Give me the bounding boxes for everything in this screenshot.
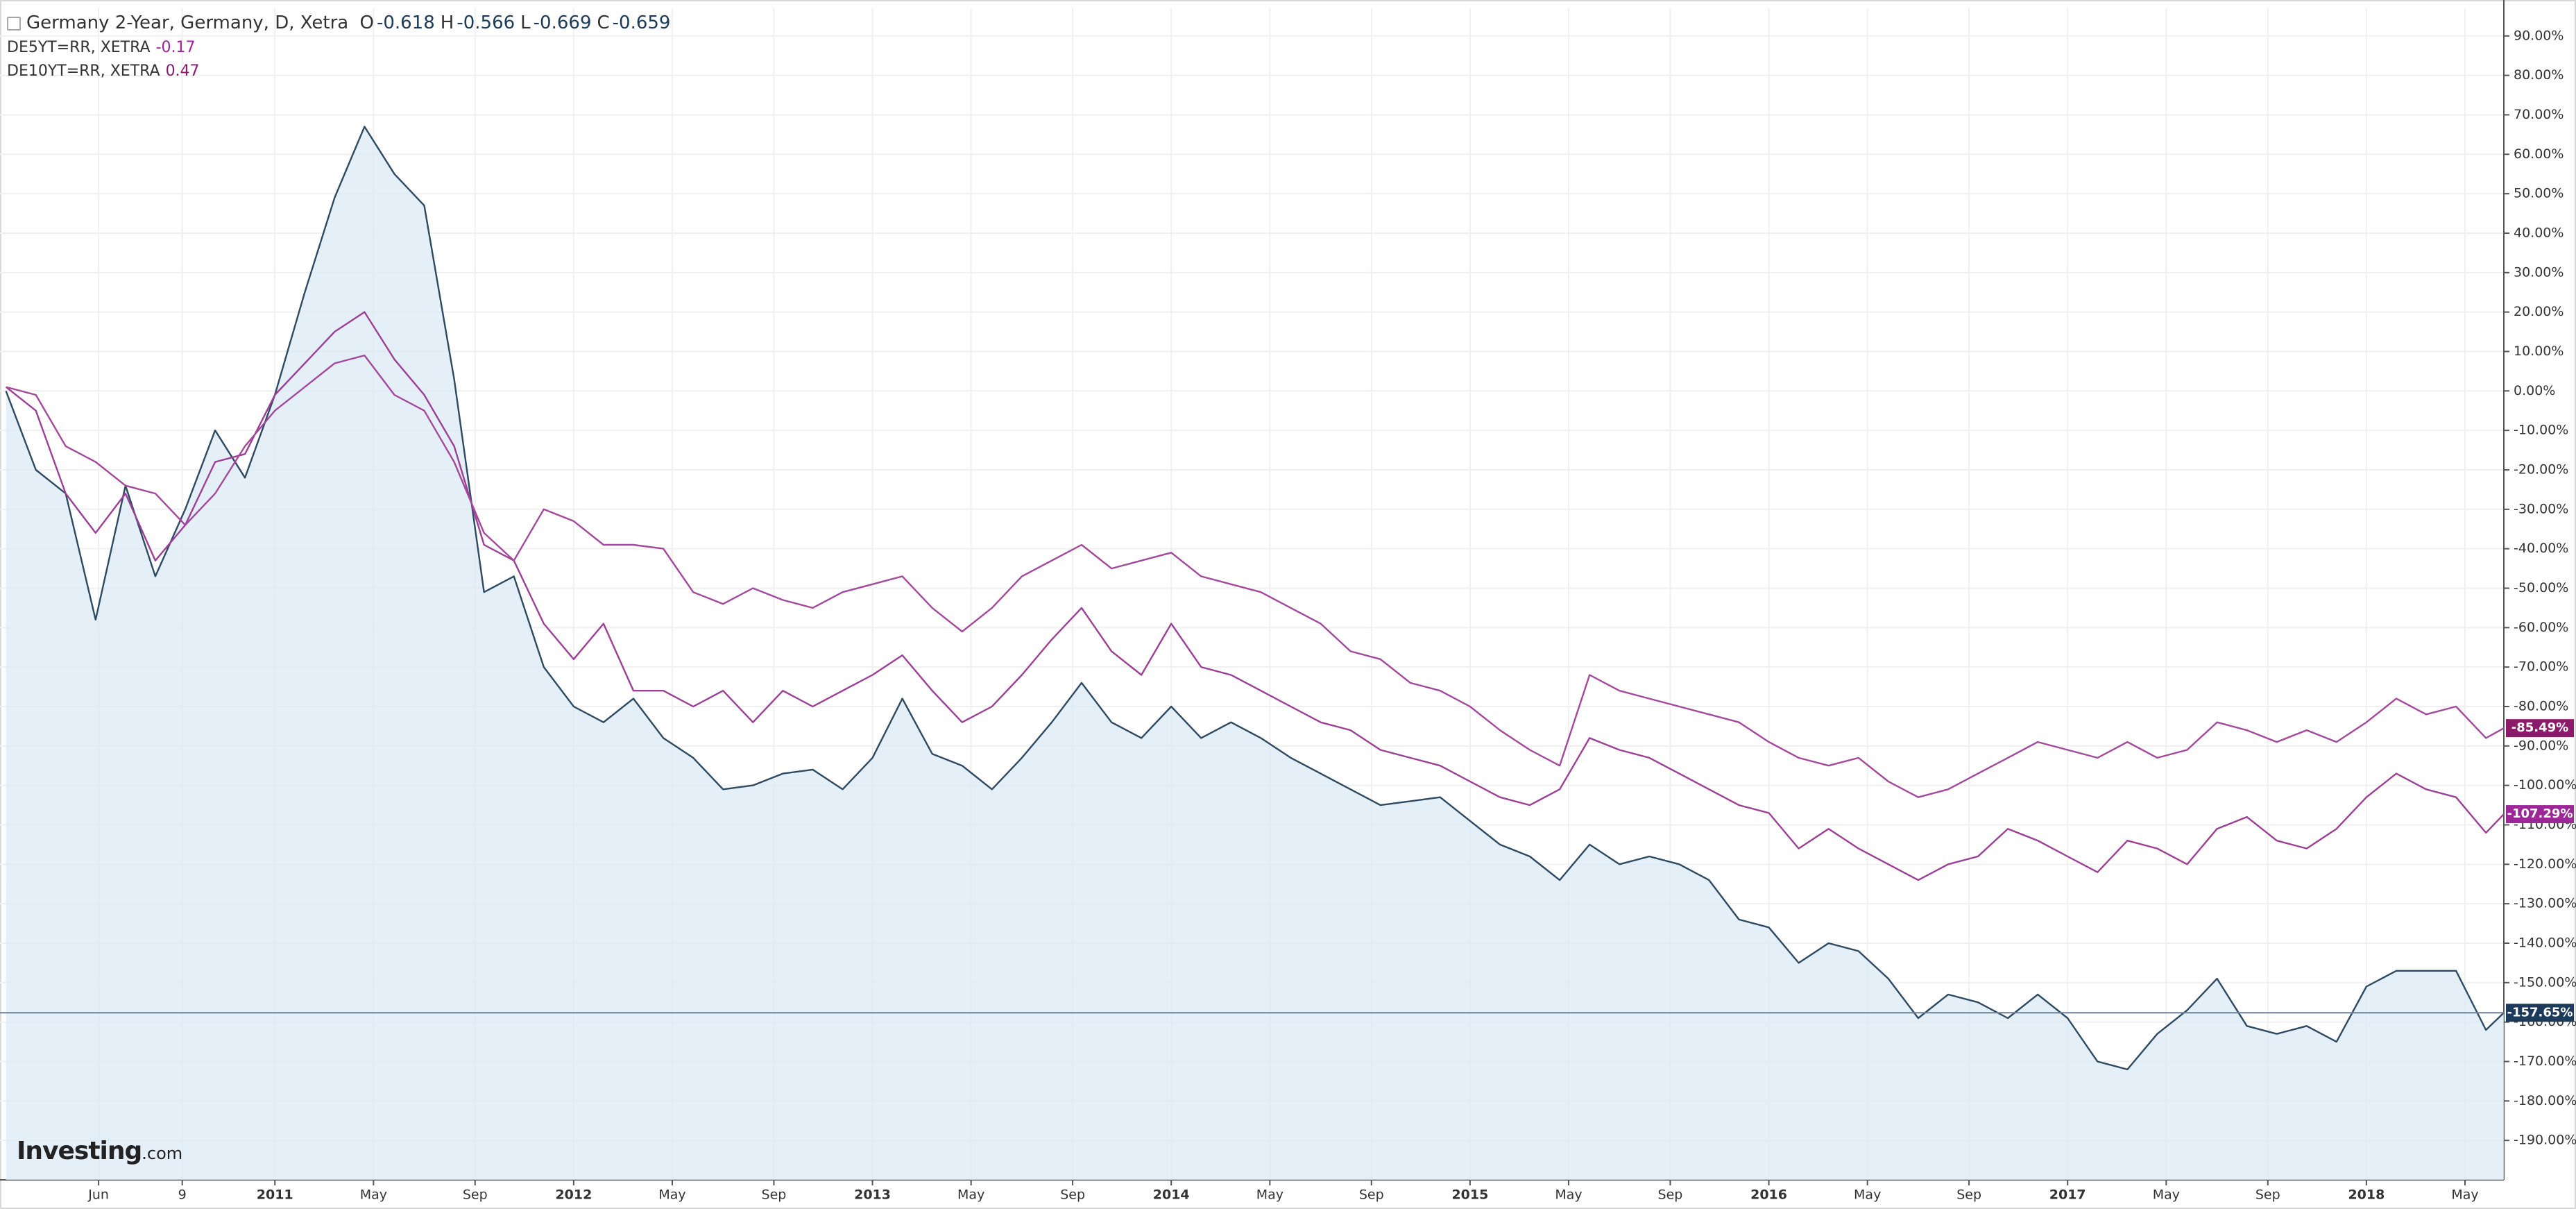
y-tick-label: -130.00% [2514,896,2576,911]
y-tick-label: 10.00% [2514,344,2564,359]
y-tick-label: 40.00% [2514,225,2564,240]
series-line [5,311,2505,881]
x-tick-label: May [957,1187,984,1203]
collapse-icon[interactable] [7,16,21,31]
x-tick-label: 2017 [2049,1187,2086,1203]
ohlc-value: -0.669 [533,12,592,33]
x-tick-label: 9 [178,1187,187,1203]
x-tick-label: 2012 [555,1187,592,1203]
ohlc-key: H [440,12,454,33]
x-tick-label: Sep [1956,1187,1981,1203]
y-tick-label: -170.00% [2514,1054,2576,1069]
last-value-tag [2506,1004,2574,1022]
x-tick-label: Sep [1359,1187,1384,1203]
ohlc-value: -0.618 [376,12,435,33]
series-name: Germany 2-Year, Germany, D, Xetra [26,12,349,33]
series-line [6,354,2505,798]
ohlc-value: -0.566 [457,12,515,33]
x-tick-label: Sep [1060,1187,1085,1203]
series-quote: -0.17 [155,39,196,56]
x-tick-label: May [2451,1187,2478,1203]
x-tick-label: May [1854,1187,1881,1203]
x-tick-label: May [1555,1187,1582,1203]
y-tick-label: -40.00% [2514,541,2568,556]
x-tick-label: May [2153,1187,2180,1203]
logo-brand: Investing [17,1137,142,1165]
y-tick-label: 90.00% [2514,28,2564,43]
logo: Investing.com [17,1137,182,1165]
x-tick-label: May [658,1187,685,1203]
last-value-label: -85.49% [2511,720,2568,735]
ohlc-key: L [520,12,531,33]
x-tick-label: Sep [1658,1187,1683,1203]
x-tick-label: Sep [762,1187,787,1203]
y-tick-label: -20.00% [2514,462,2568,477]
last-value-tag [2506,719,2574,738]
x-tick-label: 2015 [1451,1187,1488,1203]
y-tick-label: -100.00% [2514,777,2576,793]
series-line [5,126,2505,1071]
y-tick-label: -190.00% [2514,1133,2576,1148]
y-tick-label: -150.00% [2514,974,2576,990]
y-tick-label: 70.00% [2514,107,2564,122]
legend-row: Germany 2-Year, Germany, D, Xetra O -0.61… [7,12,681,33]
x-tick-label: Sep [463,1187,488,1203]
x-tick-label: 2014 [1153,1187,1190,1203]
y-tick-label: -10.00% [2514,423,2568,438]
y-tick-label: -30.00% [2514,501,2568,516]
x-tick-label: 2013 [854,1187,891,1203]
ohlc-key: O [359,12,374,33]
y-tick-label: 50.00% [2514,186,2564,201]
y-tick-label: 60.00% [2514,146,2564,162]
last-value-label: -107.29% [2507,806,2573,821]
y-tick-label: -120.00% [2514,856,2576,872]
y-tick-label: -50.00% [2514,580,2568,595]
ohlc-value: -0.659 [612,12,671,33]
last-value-label: -157.65% [2507,1005,2573,1020]
area [6,126,2504,1180]
x-tick-label: Sep [2255,1187,2280,1203]
y-tick-label: -80.00% [2514,698,2568,713]
ohlc-key: C [597,12,610,33]
logo-suffix: .com [142,1144,183,1163]
x-tick-label: 2016 [1750,1187,1787,1203]
series-quote: 0.47 [165,62,200,80]
y-tick-label: -90.00% [2514,738,2568,753]
y-tick-label: 80.00% [2514,67,2564,83]
ohlc: O -0.618 H -0.566 L -0.669 C -0.659 [359,12,676,33]
x-tick-label: May [1256,1187,1283,1203]
series-name: DE5YT=RR, XETRA [7,39,151,56]
y-tick-label: 20.00% [2514,304,2564,319]
last-value-tag [2506,805,2574,824]
y-tick-label: -70.00% [2514,659,2568,675]
legend-row: DE10YT=RR, XETRA 0.47 [7,62,205,80]
y-tick-label: -60.00% [2514,620,2568,635]
y-tick-label: 30.00% [2514,264,2564,280]
x-tick-label: May [360,1187,387,1203]
x-tick-label: Jun [87,1187,109,1203]
x-tick-label: 2011 [257,1187,293,1203]
x-tick-label: 2018 [2348,1187,2385,1203]
y-tick-label: -140.00% [2514,935,2576,950]
legend-row: DE5YT=RR, XETRA -0.17 [7,39,201,56]
series-name: DE10YT=RR, XETRA [7,62,160,80]
y-tick-label: -180.00% [2514,1093,2576,1108]
y-tick-label: 0.00% [2514,383,2555,398]
